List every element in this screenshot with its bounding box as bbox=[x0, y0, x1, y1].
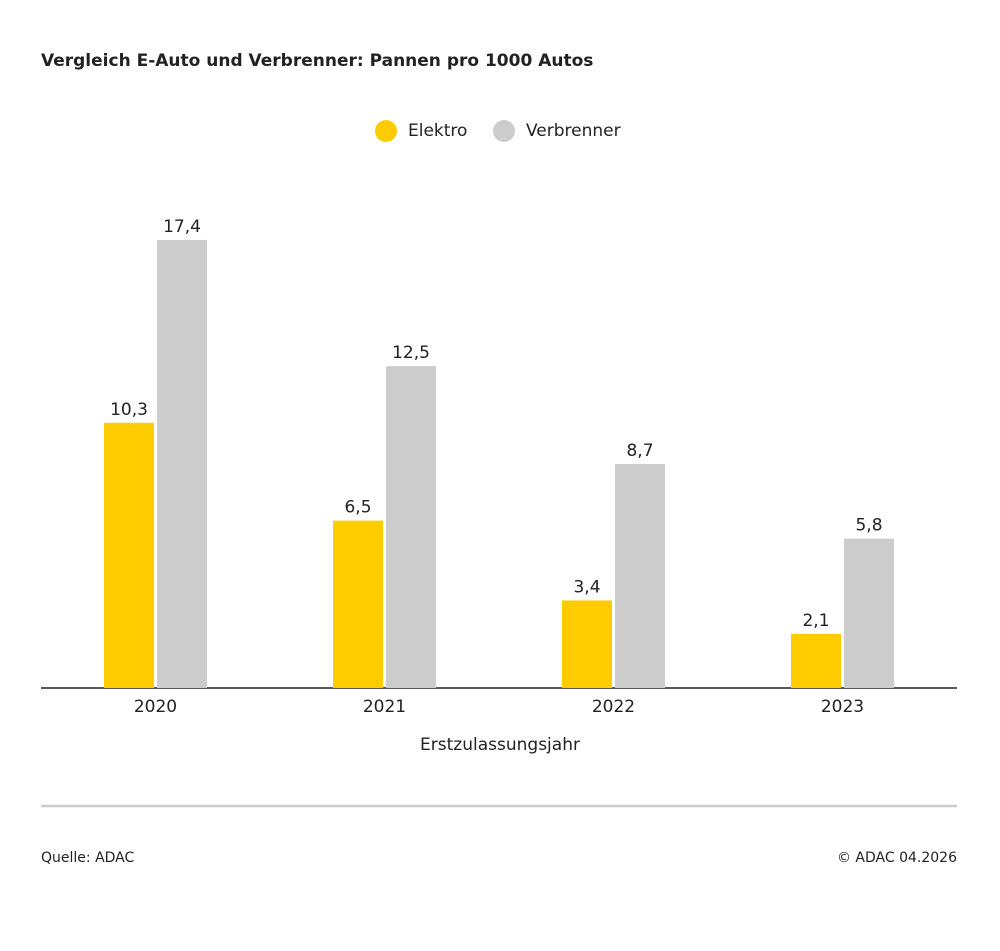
value-label: 12,5 bbox=[392, 343, 430, 363]
value-label: 17,4 bbox=[163, 217, 201, 237]
bar bbox=[104, 422, 154, 688]
value-label: 6,5 bbox=[344, 498, 371, 518]
x-tick-label: 2020 bbox=[134, 697, 177, 717]
legend-label: Verbrenner bbox=[526, 121, 621, 141]
legend-marker bbox=[375, 120, 397, 142]
bar bbox=[562, 600, 612, 688]
value-label: 10,3 bbox=[110, 400, 148, 420]
bar bbox=[791, 633, 841, 688]
value-label: 5,8 bbox=[855, 516, 882, 536]
credit: © ADAC 04.2026 bbox=[837, 850, 957, 866]
bar bbox=[386, 366, 436, 688]
legend-marker bbox=[493, 120, 515, 142]
chart-title: Vergleich E-Auto und Verbrenner: Pannen … bbox=[41, 51, 593, 71]
bar bbox=[844, 538, 894, 688]
value-label: 3,4 bbox=[573, 577, 600, 597]
x-tick-label: 2022 bbox=[592, 697, 635, 717]
x-tick-label: 2023 bbox=[821, 697, 864, 717]
x-tick-label: 2021 bbox=[363, 697, 406, 717]
legend-label: Elektro bbox=[408, 121, 467, 141]
value-label: 2,1 bbox=[802, 611, 829, 631]
bar bbox=[333, 520, 383, 688]
bar bbox=[615, 463, 665, 688]
value-label: 8,7 bbox=[626, 441, 653, 461]
source: Quelle: ADAC bbox=[41, 850, 135, 866]
bar bbox=[157, 239, 207, 688]
x-axis-title: Erstzulassungsjahr bbox=[420, 735, 580, 755]
